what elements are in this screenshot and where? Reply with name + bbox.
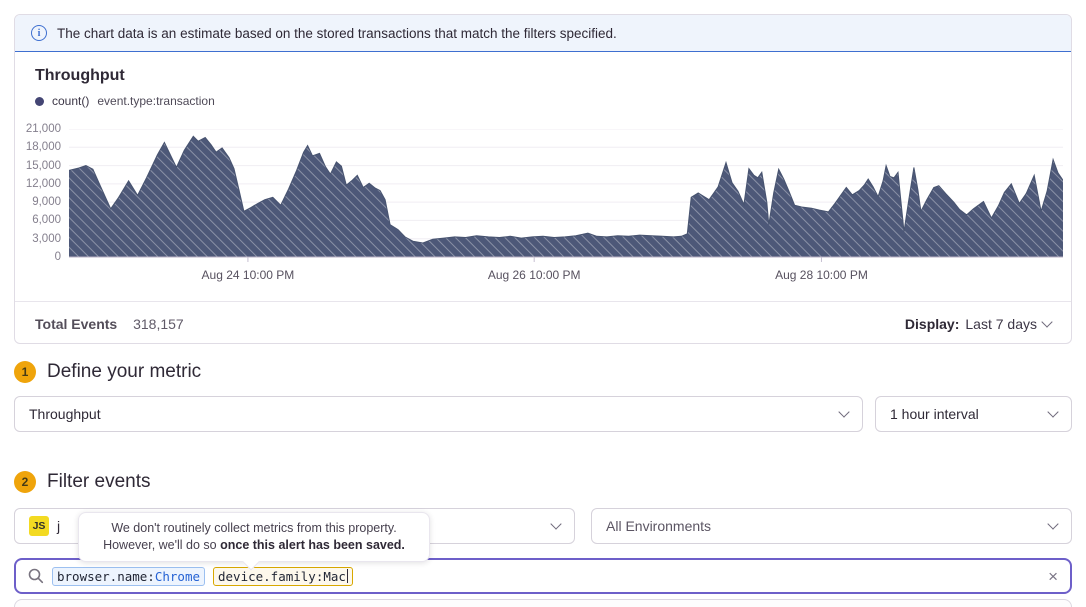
filter-token-browser-name[interactable]: browser.name: Chrome	[52, 566, 205, 586]
total-events-value: 318,157	[133, 315, 184, 332]
y-tick-label: 9,000	[32, 196, 61, 209]
project-select-value: j	[57, 518, 61, 534]
y-tick-label: 18,000	[25, 141, 61, 154]
chevron-down-icon	[1047, 406, 1059, 418]
section-filter-events: 2 Filter events	[14, 471, 150, 493]
chevron-down-icon	[838, 406, 850, 418]
info-icon: i	[31, 25, 47, 41]
step-number-badge: 2	[14, 471, 36, 493]
y-tick-label: 15,000	[25, 159, 61, 172]
interval-select[interactable]: 1 hour interval	[875, 396, 1072, 432]
search-suggestions-panel-edge	[14, 599, 1072, 607]
metric-select[interactable]: Throughput	[14, 396, 863, 432]
chart-legend: count() event.type:transaction	[35, 94, 215, 108]
environment-select-value: All Environments	[606, 518, 712, 534]
info-banner-text: The chart data is an estimate based on t…	[57, 25, 617, 41]
tooltip-line2: However, we'll do so once this alert has…	[103, 538, 405, 552]
chevron-down-icon	[1041, 315, 1053, 328]
javascript-platform-icon: JS	[29, 516, 49, 536]
chart-panel: i The chart data is an estimate based on…	[14, 14, 1072, 344]
info-banner: i The chart data is an estimate based on…	[15, 15, 1071, 52]
total-events: Total Events 318,157	[35, 316, 184, 332]
chart-title: Throughput	[35, 67, 125, 84]
metric-select-value: Throughput	[29, 406, 101, 422]
metrics-tooltip: We don't routinely collect metrics from …	[78, 512, 430, 571]
section-title: Define your metric	[47, 361, 202, 382]
environment-select[interactable]: All Environments	[591, 508, 1072, 544]
display-range-dropdown[interactable]: Display: Last 7 days	[904, 315, 1053, 332]
legend-series-label: count()	[52, 94, 90, 108]
legend-query-label: event.type:transaction	[97, 94, 215, 108]
y-tick-label: 0	[54, 251, 61, 263]
search-icon	[28, 568, 44, 584]
chevron-down-icon	[550, 518, 562, 530]
area-chart-svg	[68, 128, 1064, 262]
legend-dot-icon	[35, 96, 44, 106]
plot-area	[68, 128, 1064, 263]
y-tick-label: 6,000	[32, 214, 61, 227]
filter-token-device-family[interactable]: device.family: Mac	[213, 566, 354, 586]
filter-search-input[interactable]: browser.name: Chrome device.family: Mac ×	[14, 558, 1072, 594]
throughput-chart: Throughput count() event.type:transactio…	[15, 52, 1071, 301]
section-define-metric: 1 Define your metric	[14, 361, 201, 383]
clear-search-icon[interactable]: ×	[1048, 566, 1058, 586]
display-value: Last 7 days	[965, 315, 1037, 332]
section-title: Filter events	[47, 471, 151, 492]
display-label: Display:	[904, 315, 960, 332]
interval-select-value: 1 hour interval	[890, 406, 979, 422]
chevron-down-icon	[1047, 518, 1059, 530]
x-axis-ticks	[247, 257, 822, 262]
area-series	[69, 136, 1063, 257]
area-series-outline	[68, 135, 1064, 244]
step-number-badge: 1	[14, 361, 36, 383]
text-caret	[346, 569, 349, 583]
y-tick-label: 12,000	[25, 177, 61, 190]
x-tick-label: Aug 28 10:00 PM	[775, 268, 868, 282]
y-tick-label: 3,000	[32, 232, 61, 245]
total-events-label: Total Events	[35, 315, 118, 332]
chart-footer: Total Events 318,157 Display: Last 7 day…	[15, 301, 1071, 345]
x-tick-label: Aug 24 10:00 PM	[201, 268, 295, 282]
y-tick-label: 21,000	[25, 123, 61, 135]
tooltip-line1: We don't routinely collect metrics from …	[111, 521, 397, 535]
x-tick-label: Aug 26 10:00 PM	[487, 268, 581, 282]
